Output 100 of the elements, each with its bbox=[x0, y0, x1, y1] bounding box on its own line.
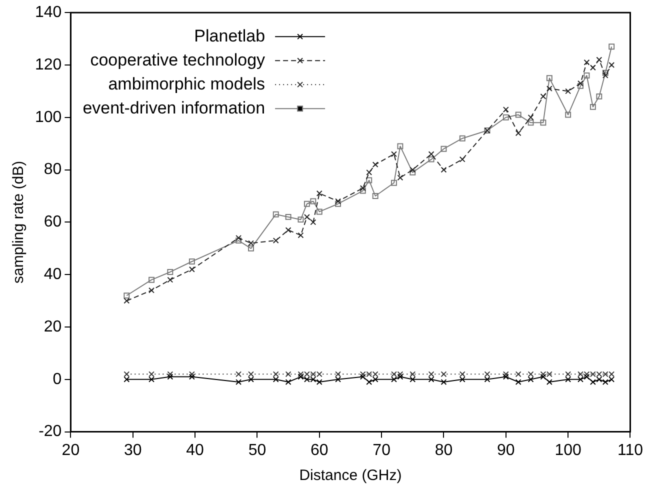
point bbox=[528, 114, 534, 120]
point bbox=[372, 162, 378, 168]
point bbox=[459, 371, 466, 378]
point bbox=[590, 371, 596, 378]
point bbox=[272, 211, 279, 218]
point bbox=[596, 376, 602, 382]
point bbox=[608, 371, 615, 378]
x-tick-label: 90 bbox=[497, 442, 515, 459]
x-tick-label: 40 bbox=[186, 442, 204, 459]
point bbox=[546, 86, 552, 92]
point bbox=[590, 104, 596, 110]
point bbox=[298, 232, 304, 238]
point bbox=[360, 374, 366, 380]
point bbox=[167, 276, 174, 283]
point bbox=[391, 180, 397, 186]
point bbox=[578, 80, 584, 86]
point bbox=[124, 376, 130, 382]
point bbox=[236, 379, 242, 385]
x-tick-label: 110 bbox=[617, 442, 644, 459]
point bbox=[360, 371, 366, 378]
point bbox=[248, 240, 254, 246]
y-tick-label: 0 bbox=[52, 370, 62, 388]
point bbox=[602, 72, 608, 78]
point bbox=[124, 292, 130, 299]
point bbox=[366, 169, 372, 176]
point bbox=[298, 374, 304, 380]
point bbox=[515, 379, 522, 385]
point bbox=[440, 146, 447, 152]
point bbox=[584, 59, 590, 66]
point bbox=[540, 374, 546, 380]
legend-label: cooperative technology bbox=[90, 50, 266, 70]
point bbox=[459, 156, 466, 162]
legend-label: ambimorphic models bbox=[108, 74, 266, 94]
point bbox=[578, 376, 584, 382]
point bbox=[428, 156, 434, 162]
y-tick-label: -20 bbox=[38, 423, 62, 440]
point bbox=[304, 214, 310, 220]
x-tick-label: 30 bbox=[124, 442, 142, 459]
point bbox=[410, 376, 416, 382]
point bbox=[298, 216, 304, 223]
y-tick-label: 20 bbox=[44, 318, 62, 336]
point bbox=[459, 376, 466, 382]
point bbox=[391, 376, 397, 382]
y-tick-label: 80 bbox=[44, 161, 62, 178]
point bbox=[484, 376, 490, 382]
point bbox=[397, 374, 404, 380]
point bbox=[428, 151, 434, 158]
point bbox=[528, 371, 534, 378]
point bbox=[316, 371, 322, 378]
point bbox=[502, 114, 509, 120]
point bbox=[410, 371, 416, 378]
point bbox=[397, 371, 404, 378]
point bbox=[565, 88, 572, 94]
point bbox=[440, 371, 447, 378]
point bbox=[397, 143, 404, 150]
point bbox=[335, 200, 342, 207]
point bbox=[360, 188, 366, 194]
point bbox=[310, 371, 316, 378]
point bbox=[502, 106, 509, 113]
y-tick-label: 120 bbox=[34, 56, 62, 74]
x-tick-label: 70 bbox=[372, 442, 391, 459]
point bbox=[188, 374, 195, 380]
point bbox=[188, 266, 195, 272]
point bbox=[304, 376, 310, 382]
point bbox=[124, 298, 130, 304]
point bbox=[335, 376, 342, 382]
point bbox=[584, 374, 590, 380]
point bbox=[148, 376, 154, 382]
point bbox=[304, 371, 310, 378]
point bbox=[602, 371, 608, 378]
point bbox=[502, 371, 509, 378]
point bbox=[440, 379, 447, 385]
point bbox=[565, 376, 572, 382]
point bbox=[590, 379, 596, 385]
point bbox=[578, 371, 584, 378]
legend-label: event-driven information bbox=[82, 98, 266, 118]
point bbox=[565, 112, 572, 118]
point bbox=[428, 376, 434, 382]
point bbox=[602, 379, 608, 385]
y-axis-title: sampling rate (dB) bbox=[10, 160, 28, 284]
point bbox=[546, 371, 552, 378]
y-tick-label: 100 bbox=[34, 108, 62, 126]
point bbox=[335, 371, 342, 378]
point bbox=[596, 93, 602, 100]
point bbox=[335, 198, 342, 204]
point bbox=[310, 376, 316, 382]
point bbox=[484, 371, 490, 378]
point bbox=[596, 56, 602, 63]
point bbox=[546, 379, 552, 385]
point bbox=[608, 44, 615, 50]
point bbox=[366, 177, 372, 184]
point bbox=[148, 276, 154, 283]
point bbox=[578, 82, 584, 89]
point bbox=[515, 112, 522, 118]
point bbox=[148, 371, 154, 378]
point bbox=[236, 234, 242, 241]
point bbox=[391, 371, 397, 378]
point bbox=[391, 151, 397, 158]
point bbox=[515, 371, 522, 378]
point bbox=[285, 227, 292, 234]
